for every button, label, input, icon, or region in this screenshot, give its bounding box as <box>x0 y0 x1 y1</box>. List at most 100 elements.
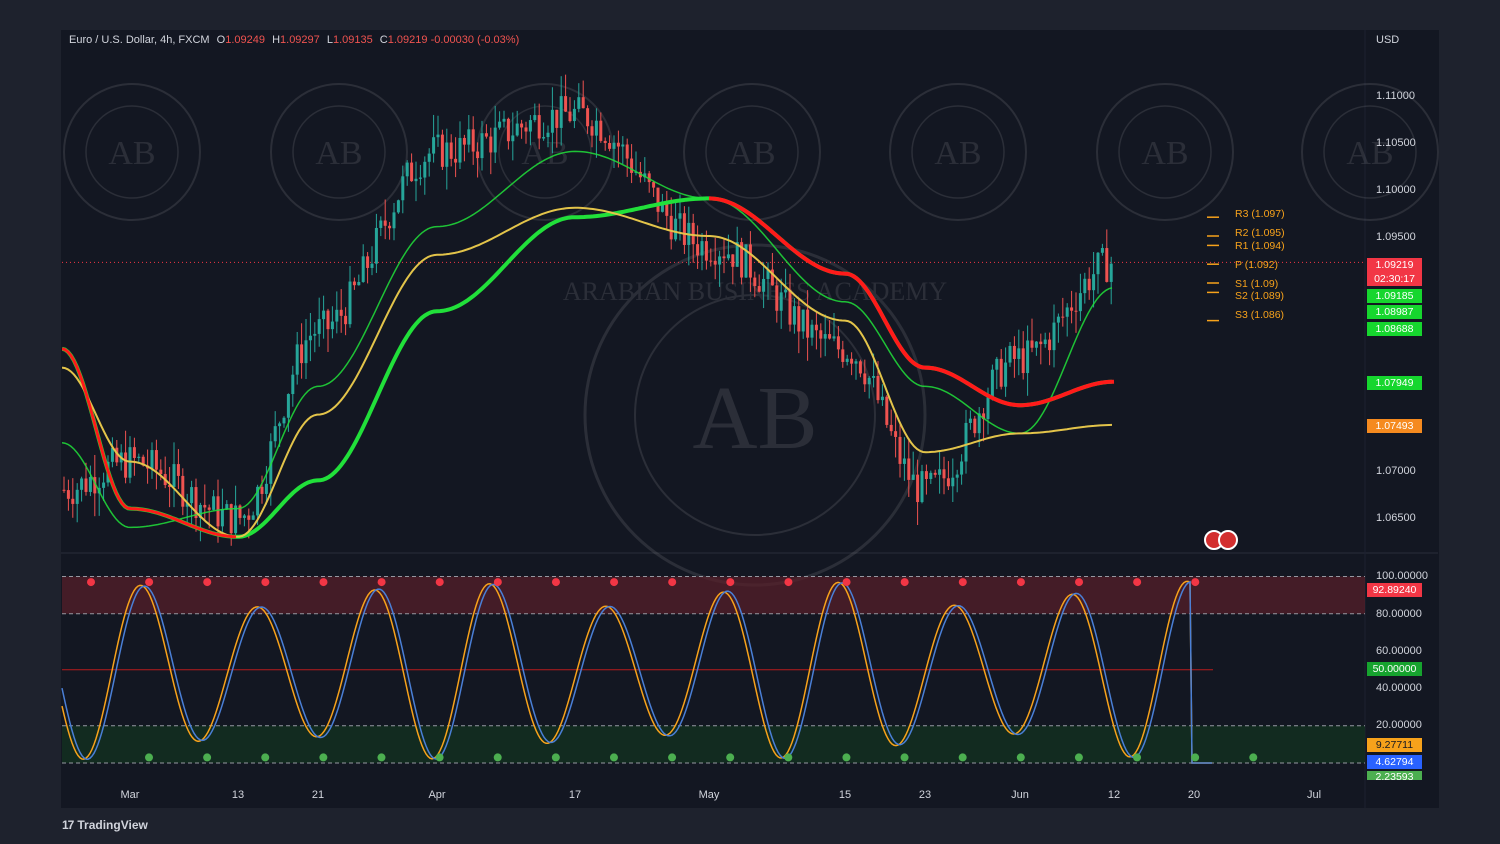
pivot-label-s1: S1 (1.09) <box>1235 278 1279 290</box>
candle-body <box>502 118 506 122</box>
candle-body <box>471 129 475 152</box>
candle-body <box>234 505 238 534</box>
candle-body <box>594 120 598 136</box>
watermark-monogram: AB <box>1346 135 1393 172</box>
candle-body <box>286 394 290 418</box>
candle-body <box>590 126 594 136</box>
candle-body <box>132 447 136 458</box>
candle-body <box>757 286 761 292</box>
candle-body <box>247 515 251 520</box>
ma-trend-badge: 1.07949 <box>1367 376 1422 390</box>
candle-body <box>1087 278 1091 291</box>
watermark-monogram: AB <box>934 135 981 172</box>
price-tick: 1.10500 <box>1376 137 1416 149</box>
time-tick: Jun <box>1011 789 1029 801</box>
candle-body <box>141 456 145 466</box>
candle-body <box>942 469 946 479</box>
osc-upper-badge: 92.89240 <box>1367 583 1422 597</box>
candle-body <box>515 123 519 136</box>
low-label: L <box>326 34 333 46</box>
candle-body <box>260 486 264 494</box>
osc-overbought-dot <box>958 578 967 587</box>
candle-body <box>770 269 774 286</box>
osc-overbought-dot <box>726 578 735 587</box>
pivot-label-r1: R1 (1.094) <box>1235 240 1285 252</box>
candle-body <box>520 123 524 128</box>
candle-body <box>731 254 735 267</box>
candle-body <box>880 396 884 401</box>
candle-body <box>278 423 282 427</box>
candle-body <box>344 315 348 325</box>
candle-body <box>295 344 299 375</box>
watermark-seal <box>1118 105 1212 199</box>
candle-body <box>322 310 326 320</box>
watermark-seal <box>270 83 408 221</box>
candle-body <box>198 504 202 518</box>
candle-body <box>80 478 84 490</box>
high-label: H <box>272 34 281 46</box>
osc-oversold-dot <box>1249 753 1258 762</box>
candle-body <box>242 515 246 518</box>
candle-body <box>700 241 704 256</box>
candle-body <box>832 336 836 339</box>
tradingview-logo[interactable]: 17 TradingView <box>62 818 148 832</box>
candle-body <box>506 118 510 142</box>
candle-body <box>405 162 409 177</box>
oversold-zone <box>62 725 1365 763</box>
candle-body <box>995 358 999 370</box>
osc-overbought-dot <box>1191 578 1200 587</box>
candle-body <box>964 422 968 462</box>
candle-body <box>568 111 572 122</box>
candle-body <box>841 349 845 362</box>
candle-body <box>537 115 541 139</box>
candle-body <box>93 477 97 494</box>
candle-body <box>977 413 981 434</box>
candle-body <box>867 377 871 385</box>
time-tick: 20 <box>1187 789 1201 801</box>
candle-body <box>348 281 352 325</box>
candle-body <box>955 474 959 478</box>
watermark-seal <box>911 105 1005 199</box>
candle-body <box>454 158 458 163</box>
currency-label: USD <box>1376 34 1400 46</box>
candle-body <box>933 472 937 475</box>
candle-body <box>854 361 858 364</box>
candle-body <box>308 335 312 341</box>
candle-body <box>550 109 554 133</box>
candle-body <box>361 256 365 282</box>
osc-k-badge: 9.27711 <box>1367 738 1422 752</box>
osc-oversold-dot <box>319 753 328 762</box>
candle-body <box>951 477 955 487</box>
candle-body <box>220 509 224 527</box>
watermark-monogram: AB <box>1141 135 1188 172</box>
candle-body <box>1061 316 1065 318</box>
candle-body <box>1100 248 1104 253</box>
candle-body <box>850 358 854 364</box>
candle-body <box>159 469 163 475</box>
osc-oversold-dot <box>668 753 677 762</box>
pivot-label-s2: S2 (1.089) <box>1235 290 1285 302</box>
candle-body <box>1092 274 1096 291</box>
candle-body <box>304 340 308 364</box>
candle-body <box>150 450 154 469</box>
watermark-seal <box>1096 83 1234 221</box>
candle-body <box>154 450 158 470</box>
osc-oversold-dot <box>203 753 212 762</box>
candle-body <box>203 504 207 508</box>
candle-body <box>379 220 383 228</box>
ma-slow-badge: 1.08688 <box>1367 322 1422 336</box>
candle-body <box>445 142 449 167</box>
candle-body <box>1048 339 1052 351</box>
candle-body <box>559 96 563 128</box>
candle-body <box>1017 348 1021 359</box>
osc-oversold-dot <box>145 753 153 762</box>
watermark-seal <box>1323 105 1417 199</box>
candle-body <box>352 281 356 286</box>
ma-fast-line <box>62 150 1113 529</box>
candle-body <box>753 277 757 287</box>
candle-body <box>960 461 964 475</box>
candle-body <box>88 477 92 492</box>
open-label: O <box>216 34 226 46</box>
event-flag-icon <box>1218 530 1238 550</box>
